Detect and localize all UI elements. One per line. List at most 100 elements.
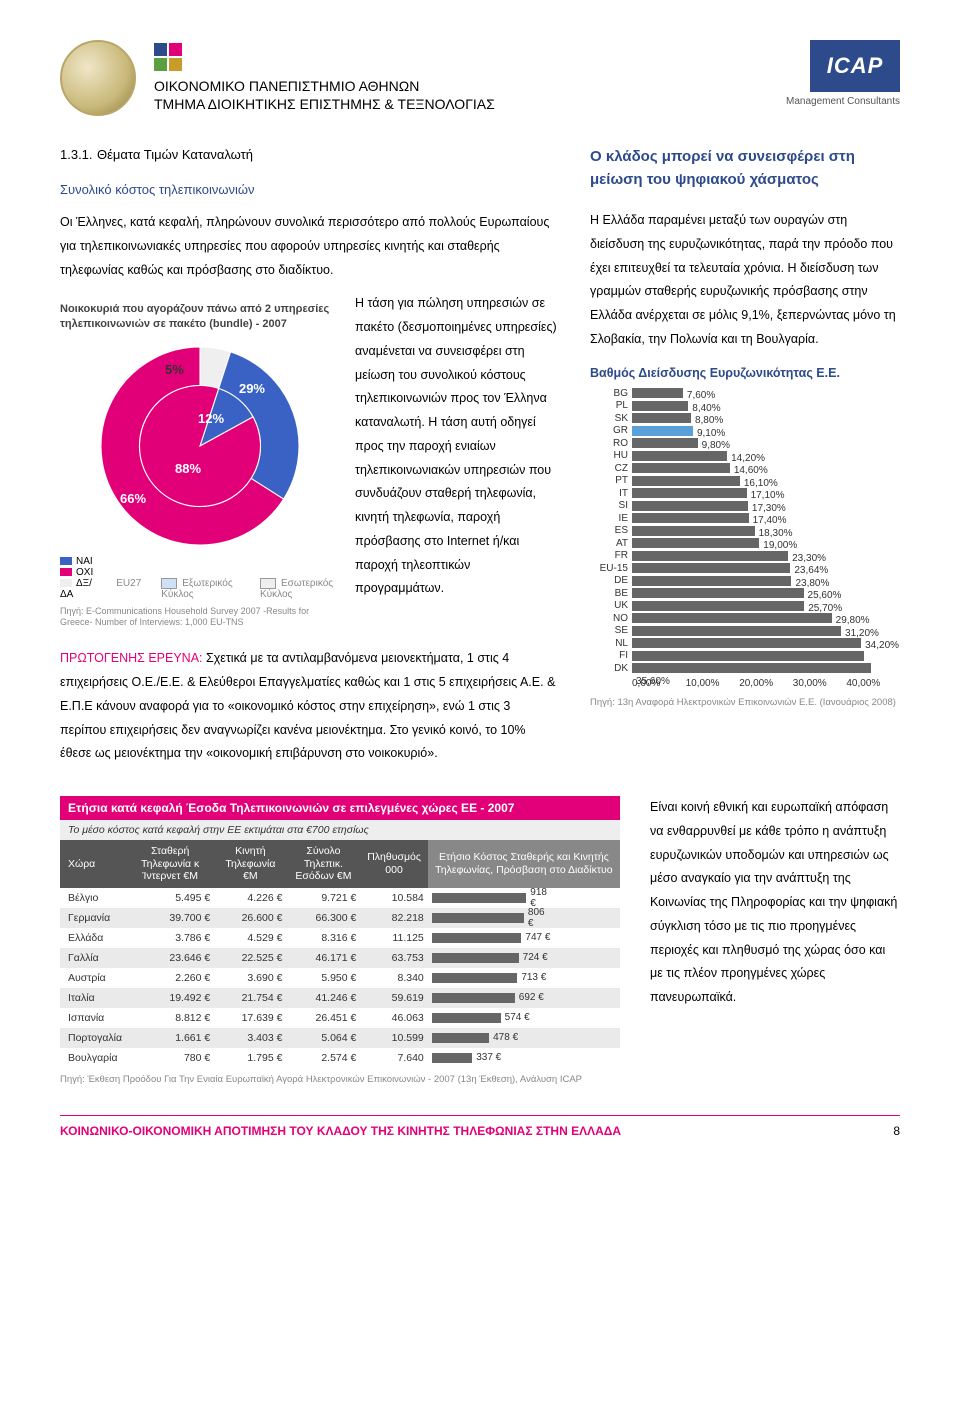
broadband-bar-row: PL8,40% xyxy=(590,400,900,411)
rev-pop: 46.063 xyxy=(360,1008,427,1028)
rev-fixed: 5.495 € xyxy=(126,888,214,908)
broadband-row-label: GR xyxy=(590,425,632,436)
rev-bar-cell: 692 € xyxy=(428,988,620,1008)
rev-bar-value: 918 € xyxy=(526,887,551,909)
broadband-chart-axis: 0,00%10,00%20,00%30,00%40,00% xyxy=(632,678,900,689)
broadband-bar xyxy=(632,613,832,623)
rev-fixed: 8.812 € xyxy=(126,1008,214,1028)
rev-bar-value: 692 € xyxy=(515,992,544,1003)
broadband-row-value: 9,10% xyxy=(693,428,725,439)
revenue-table-title: Ετήσια κατά κεφαλή Έσοδα Τηλεπικοινωνιών… xyxy=(60,796,620,820)
broadband-row-label: SK xyxy=(590,413,632,424)
rev-country: Βέλγιο xyxy=(60,888,126,908)
broadband-bar-row: IT 17,10% xyxy=(590,488,900,499)
page-footer: ΚΟΙΝΩΝΙΚΟ-ΟΙΚΟΝΟΜΙΚΗ ΑΠΟΤΙΜΗΣΗ ΤΟΥ ΚΛΑΔΟ… xyxy=(60,1115,900,1138)
rev-pop: 8.340 xyxy=(360,968,427,988)
broadband-row-label: IT xyxy=(590,488,632,499)
revenue-table-source: Πηγή: Έκθεση Προόδου Για Την Ενιαία Ευρω… xyxy=(60,1074,620,1085)
rev-bar xyxy=(432,1013,501,1023)
broadband-bar-row: HU14,20% xyxy=(590,450,900,461)
left-column: 1.3.1. Θέματα Τιμών Καταναλωτή Συνολικό … xyxy=(60,146,560,766)
rev-bar-cell: 713 € xyxy=(428,968,620,988)
right-paragraph: Η Ελλάδα παραμένει μεταξύ των ουραγών στ… xyxy=(590,209,900,352)
rev-pop: 82.218 xyxy=(360,908,427,928)
broadband-bar-row: NO29,80% xyxy=(590,613,900,624)
broadband-row-value: 7,60% xyxy=(683,390,715,401)
broadband-row-value: 23,64% xyxy=(790,565,828,576)
broadband-bar-row: DE23,80% xyxy=(590,575,900,586)
broadband-bar xyxy=(632,663,871,673)
rev-pop: 63.753 xyxy=(360,948,427,968)
broadband-row-label: PT xyxy=(590,475,632,486)
broadband-bar xyxy=(632,638,861,648)
broadband-row-value: 34,20% xyxy=(861,640,899,651)
broadband-bar xyxy=(632,563,790,573)
th-bar: Ετήσιο Κόστος Σταθερής και Κινητής Τηλεφ… xyxy=(428,840,620,888)
broadband-bar-row: SI17,30% xyxy=(590,500,900,511)
broadband-row-value: 35,60% xyxy=(632,676,670,687)
broadband-bar xyxy=(632,601,804,611)
right-lead-heading: Ο κλάδος μπορεί να συνεισφέρει στη μείωσ… xyxy=(590,146,900,191)
broadband-bar-row: RO9,80% xyxy=(590,438,900,449)
broadband-bar-row: GR 9,10% xyxy=(590,425,900,436)
pie-label-inner-yes: 12% xyxy=(198,411,224,426)
rev-mobile: 26.600 € xyxy=(214,908,286,928)
rev-total: 8.316 € xyxy=(286,928,360,948)
broadband-row-value: 8,80% xyxy=(691,415,723,426)
th-pop: Πληθυσμός 000 xyxy=(360,840,427,888)
broadband-bar xyxy=(632,488,747,498)
section-title: Θέματα Τιμών Καταναλωτή xyxy=(97,147,253,162)
broadband-bar-row: FI34,60% xyxy=(590,650,900,661)
rev-bar-value: 747 € xyxy=(521,932,550,943)
header-left: ΟΙΚΟΝΟΜΙΚΟ ΠΑΝΕΠΙΣΤΗΜΙΟ ΑΘΗΝΩΝ ΤΜΗΜΑ ΔΙΟ… xyxy=(60,40,495,116)
rev-bar-value: 806 € xyxy=(524,907,552,929)
rev-country: Γερμανία xyxy=(60,908,126,928)
intro-paragraph: Οι Έλληνες, κατά κεφαλή, πληρώνουν συνολ… xyxy=(60,211,560,282)
uni-title-line1: ΟΙΚΟΝΟΜΙΚΟ ΠΑΝΕΠΙΣΤΗΜΙΟ ΑΘΗΝΩΝ xyxy=(154,77,495,95)
footer-page-number: 8 xyxy=(893,1124,900,1138)
th-mobile: Κινητή Τηλεφωνία €Μ xyxy=(214,840,286,888)
broadband-row-value: 17,30% xyxy=(748,503,786,514)
rev-bar-cell: 918 € xyxy=(428,888,620,908)
broadband-row-label: NO xyxy=(590,613,632,624)
rev-mobile: 17.639 € xyxy=(214,1008,286,1028)
broadband-bar-row: UK25,70% xyxy=(590,600,900,611)
broadband-row-label: BG xyxy=(590,388,632,399)
rev-total: 2.574 € xyxy=(286,1048,360,1068)
rev-fixed: 2.260 € xyxy=(126,968,214,988)
revenue-table-row: Γαλλία23.646 €22.525 €46.171 €63.753724 … xyxy=(60,948,620,968)
rev-country: Ισπανία xyxy=(60,1008,126,1028)
uni-title-line2: ΤΜΗΜΑ ΔΙΟΙΚΗΤΙΚΗΣ ΕΠΙΣΤΗΜΗΣ & ΤΕΞΝΟΛΟΓΙΑ… xyxy=(154,95,495,113)
rev-fixed: 39.700 € xyxy=(126,908,214,928)
broadband-row-label: DE xyxy=(590,575,632,586)
pie-label-outer-yes: 29% xyxy=(239,381,265,396)
revenue-right-text: Είναι κοινή εθνική και ευρωπαϊκή απόφαση… xyxy=(650,796,900,1085)
th-country: Χώρα xyxy=(60,840,126,888)
rev-bar xyxy=(432,913,524,923)
broadband-bar xyxy=(632,551,788,561)
rev-total: 26.451 € xyxy=(286,1008,360,1028)
broadband-row-value: 17,10% xyxy=(747,490,785,501)
broadband-row-label: SE xyxy=(590,625,632,636)
pie-label-dk: 5% xyxy=(165,362,184,377)
section-number: 1.3.1. xyxy=(60,147,93,162)
rev-pop: 10.584 xyxy=(360,888,427,908)
rev-bar xyxy=(432,893,527,903)
broadband-row-value: 19,00% xyxy=(759,540,797,551)
broadband-row-label: IE xyxy=(590,513,632,524)
broadband-row-value: 9,80% xyxy=(698,440,730,451)
broadband-bar-row: BG 7,60% xyxy=(590,388,900,399)
revenue-table-subtitle: Το μέσο κόστος κατά κεφαλή στην ΕΕ εκτιμ… xyxy=(60,820,620,840)
broadband-bar-row: SK 8,80% xyxy=(590,413,900,424)
rev-country: Ελλάδα xyxy=(60,928,126,948)
rev-total: 9.721 € xyxy=(286,888,360,908)
pie-label-inner-no: 88% xyxy=(175,461,201,476)
broadband-bar xyxy=(632,476,740,486)
broadband-bar-row: CZ14,60% xyxy=(590,463,900,474)
broadband-bar-row: NL34,20% xyxy=(590,638,900,649)
subheading: Συνολικό κόστος τηλεπικοινωνιών xyxy=(60,182,560,197)
rev-country: Βουλγαρία xyxy=(60,1048,126,1068)
primary-research-block: ΠΡΩΤΟΓΕΝΗΣ ΕΡΕΥΝΑ: Σχετικά με τα αντιλαμ… xyxy=(60,647,560,766)
icap-logo: ICAP xyxy=(810,40,900,92)
main-content: 1.3.1. Θέματα Τιμών Καταναλωτή Συνολικό … xyxy=(60,146,900,766)
